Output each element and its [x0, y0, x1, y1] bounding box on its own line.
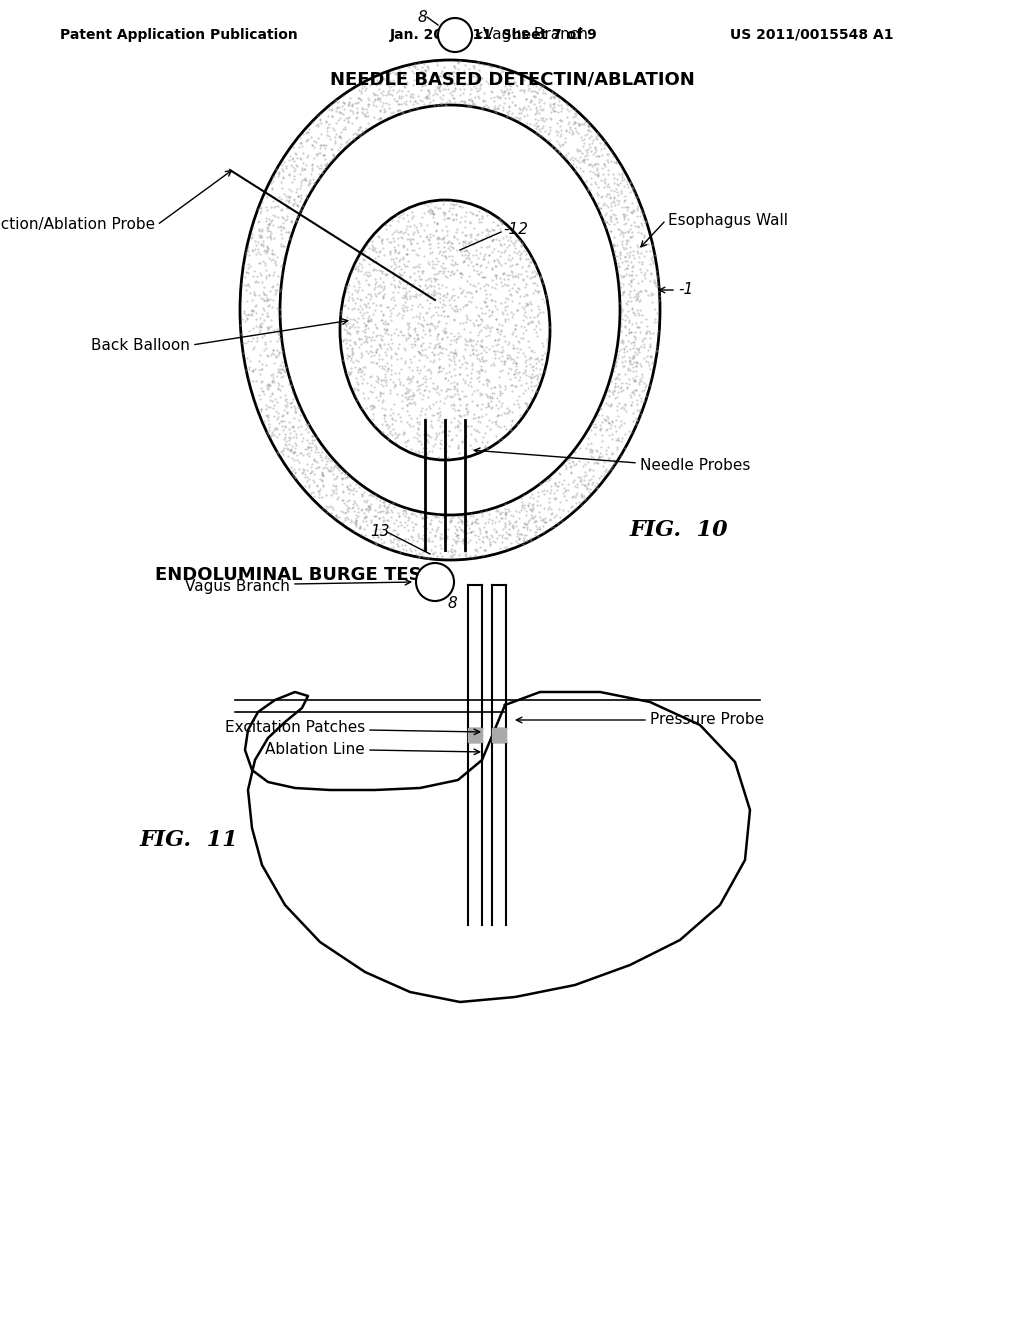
- Text: Esophagus Wall: Esophagus Wall: [668, 213, 788, 227]
- Text: Detection/Ablation Probe: Detection/Ablation Probe: [0, 218, 155, 232]
- Text: Ablation Line: Ablation Line: [265, 742, 365, 758]
- Text: Vagus Branch: Vagus Branch: [185, 579, 290, 594]
- Circle shape: [416, 564, 454, 601]
- Text: 8: 8: [417, 9, 427, 25]
- Text: ENDOLUMINAL BURGE TEST: ENDOLUMINAL BURGE TEST: [155, 566, 434, 583]
- Circle shape: [438, 18, 472, 51]
- Polygon shape: [492, 729, 506, 742]
- Text: Vagus Branch: Vagus Branch: [483, 28, 588, 42]
- Text: Patent Application Publication: Patent Application Publication: [60, 28, 298, 42]
- Text: Needle Probes: Needle Probes: [640, 458, 751, 473]
- Text: FIG.  11: FIG. 11: [140, 829, 239, 851]
- Text: -12: -12: [503, 223, 528, 238]
- Polygon shape: [468, 729, 482, 742]
- Text: FIG.  10: FIG. 10: [630, 519, 729, 541]
- Text: 8: 8: [447, 597, 457, 611]
- Text: Jan. 20, 2011  Sheet 7 of 9: Jan. 20, 2011 Sheet 7 of 9: [390, 28, 598, 42]
- Text: Pressure Probe: Pressure Probe: [650, 713, 764, 727]
- Text: NEEDLE BASED DETECTIN/ABLATION: NEEDLE BASED DETECTIN/ABLATION: [330, 71, 694, 88]
- Text: -1: -1: [678, 282, 693, 297]
- Text: Excitation Patches: Excitation Patches: [224, 721, 365, 735]
- Text: Back Balloon: Back Balloon: [91, 338, 190, 352]
- Text: US 2011/0015548 A1: US 2011/0015548 A1: [730, 28, 894, 42]
- Text: 13: 13: [370, 524, 389, 540]
